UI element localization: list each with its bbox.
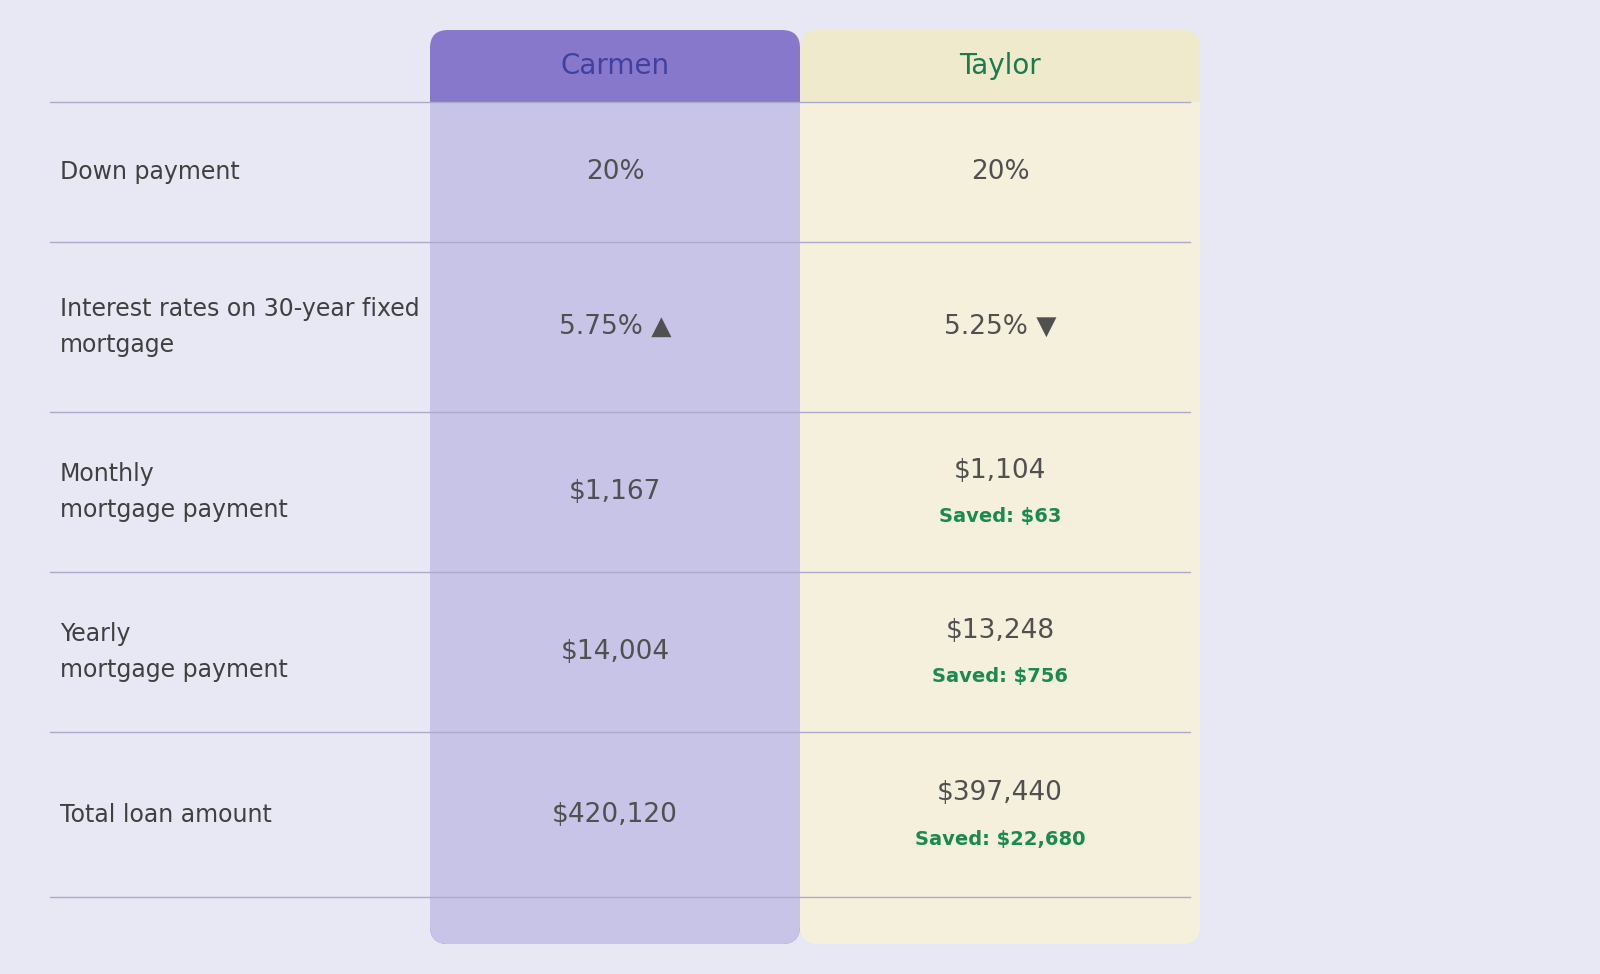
FancyBboxPatch shape <box>430 30 800 944</box>
Text: Saved: $63: Saved: $63 <box>939 507 1061 526</box>
FancyBboxPatch shape <box>800 102 1200 926</box>
Text: Down payment: Down payment <box>61 160 240 184</box>
Text: Interest rates on 30-year fixed
mortgage: Interest rates on 30-year fixed mortgage <box>61 297 419 356</box>
Text: 5.75% ▲: 5.75% ▲ <box>558 314 672 340</box>
Text: 5.25% ▼: 5.25% ▼ <box>944 314 1056 340</box>
Text: Saved: $756: Saved: $756 <box>931 667 1069 687</box>
FancyBboxPatch shape <box>800 908 1200 944</box>
Text: $13,248: $13,248 <box>946 618 1054 644</box>
Text: 20%: 20% <box>971 159 1029 185</box>
Text: Carmen: Carmen <box>560 52 669 80</box>
Text: Taylor: Taylor <box>958 52 1042 80</box>
FancyBboxPatch shape <box>800 30 1200 944</box>
Text: $397,440: $397,440 <box>938 780 1062 806</box>
Text: Saved: $22,680: Saved: $22,680 <box>915 831 1085 849</box>
Text: Monthly
mortgage payment: Monthly mortgage payment <box>61 463 288 522</box>
FancyBboxPatch shape <box>430 908 800 944</box>
FancyBboxPatch shape <box>448 908 782 926</box>
Text: $1,167: $1,167 <box>570 479 661 505</box>
Text: 20%: 20% <box>586 159 645 185</box>
FancyBboxPatch shape <box>818 908 1182 926</box>
Text: Yearly
mortgage payment: Yearly mortgage payment <box>61 622 288 682</box>
Text: $1,104: $1,104 <box>954 458 1046 484</box>
FancyBboxPatch shape <box>430 102 800 926</box>
Text: $14,004: $14,004 <box>560 639 669 665</box>
Text: Total loan amount: Total loan amount <box>61 803 272 827</box>
Text: $420,120: $420,120 <box>552 802 678 828</box>
